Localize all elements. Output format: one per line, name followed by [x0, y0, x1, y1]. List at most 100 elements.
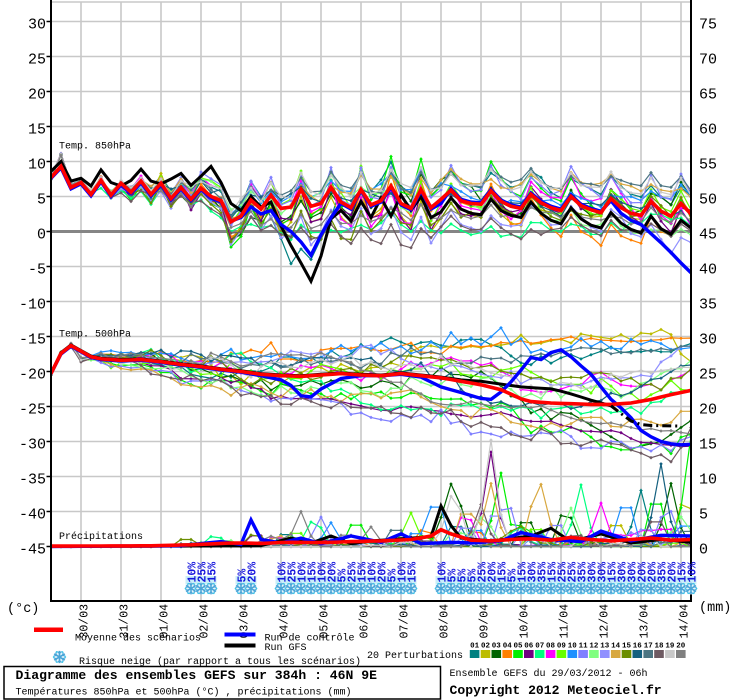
svg-text:20%: 20%: [487, 562, 500, 583]
svg-text:Ensemble GEFS du 29/03/2012 -: Ensemble GEFS du 29/03/2012 - 06h: [450, 668, 648, 680]
svg-text:10%: 10%: [367, 562, 380, 583]
svg-text:15%: 15%: [207, 562, 220, 583]
svg-text:07: 07: [535, 643, 544, 651]
svg-text:0: 0: [699, 542, 708, 559]
svg-text:25: 25: [28, 52, 46, 69]
svg-text:03/04: 03/04: [239, 604, 252, 639]
svg-text:20%: 20%: [247, 562, 260, 583]
svg-text:25%: 25%: [557, 562, 570, 583]
svg-text:20%: 20%: [377, 562, 390, 583]
svg-text:02/04: 02/04: [199, 604, 212, 639]
svg-text:15%: 15%: [607, 562, 620, 583]
svg-text:15%: 15%: [517, 562, 530, 583]
svg-text:10%: 10%: [397, 562, 410, 583]
svg-text:Copyright 2012 Meteociel.fr: Copyright 2012 Meteociel.fr: [450, 683, 662, 698]
svg-text:01: 01: [470, 643, 480, 651]
svg-text:30%: 30%: [617, 562, 630, 583]
svg-text:03: 03: [492, 643, 502, 651]
svg-text:65: 65: [699, 87, 717, 104]
svg-text:10%: 10%: [687, 562, 700, 583]
svg-text:15%: 15%: [677, 562, 690, 583]
svg-text:70: 70: [699, 52, 717, 69]
svg-text:-10: -10: [19, 297, 46, 314]
svg-text:5%: 5%: [447, 569, 460, 583]
svg-text:20%: 20%: [327, 562, 340, 583]
svg-text:5%: 5%: [237, 569, 250, 583]
svg-text:08: 08: [546, 643, 556, 651]
svg-text:20: 20: [28, 87, 46, 104]
svg-text:30%: 30%: [587, 562, 600, 583]
svg-text:08/04: 08/04: [439, 604, 452, 639]
svg-text:04: 04: [503, 643, 513, 651]
svg-text:5%: 5%: [337, 569, 350, 583]
svg-text:30: 30: [699, 332, 717, 349]
svg-text:30: 30: [28, 17, 46, 34]
svg-text:15: 15: [622, 643, 632, 651]
svg-text:09/04: 09/04: [479, 604, 492, 639]
svg-text:17: 17: [644, 643, 653, 651]
svg-text:15%: 15%: [547, 562, 560, 583]
svg-text:-40: -40: [19, 507, 46, 524]
svg-text:10/04: 10/04: [519, 604, 532, 639]
svg-text:0: 0: [37, 227, 46, 244]
svg-text:35%: 35%: [657, 562, 670, 583]
svg-text:12/04: 12/04: [599, 604, 612, 639]
svg-text:75: 75: [699, 17, 717, 34]
svg-text:10%: 10%: [277, 562, 290, 583]
svg-text:20%: 20%: [647, 562, 660, 583]
svg-text:25%: 25%: [477, 562, 490, 583]
svg-text:Diagramme des ensembles GEFS s: Diagramme des ensembles GEFS sur 384h : …: [16, 668, 378, 683]
svg-text:50: 50: [699, 192, 717, 209]
svg-text:12: 12: [589, 643, 599, 651]
svg-text:5%: 5%: [387, 569, 400, 583]
svg-text:15: 15: [28, 122, 46, 139]
svg-text:(°c): (°c): [7, 602, 39, 617]
svg-text:45: 45: [699, 227, 717, 244]
svg-text:05: 05: [513, 643, 523, 651]
svg-text:5: 5: [37, 192, 46, 209]
svg-text:15%: 15%: [357, 562, 370, 583]
svg-text:20 Perturbations: 20 Perturbations: [367, 650, 463, 662]
svg-text:13/04: 13/04: [639, 604, 652, 639]
svg-text:-25: -25: [19, 402, 46, 419]
svg-text:20%: 20%: [637, 562, 650, 583]
svg-text:30%: 30%: [597, 562, 610, 583]
svg-text:18: 18: [654, 643, 664, 651]
svg-text:14/04: 14/04: [679, 604, 692, 639]
svg-text:25: 25: [699, 367, 717, 384]
svg-text:10%: 10%: [187, 562, 200, 583]
svg-text:55: 55: [699, 157, 717, 174]
svg-text:Run GFS: Run GFS: [265, 643, 307, 654]
svg-text:35%: 35%: [537, 562, 550, 583]
svg-text:25%: 25%: [347, 562, 360, 583]
svg-text:Temp. 850hPa: Temp. 850hPa: [59, 141, 131, 153]
svg-text:30/03: 30/03: [79, 604, 92, 639]
svg-text:5%: 5%: [457, 569, 470, 583]
svg-text:10%: 10%: [317, 562, 330, 583]
svg-text:30%: 30%: [527, 562, 540, 583]
svg-text:30%: 30%: [627, 562, 640, 583]
svg-text:15%: 15%: [407, 562, 420, 583]
svg-text:60: 60: [699, 122, 717, 139]
svg-text:25%: 25%: [287, 562, 300, 583]
svg-text:35: 35: [699, 297, 717, 314]
svg-text:(mm): (mm): [699, 601, 731, 616]
svg-text:14: 14: [611, 643, 621, 651]
svg-text:15: 15: [699, 437, 717, 454]
svg-text:02: 02: [481, 643, 491, 651]
svg-text:13: 13: [600, 643, 610, 651]
svg-text:10: 10: [699, 472, 717, 489]
svg-text:25%: 25%: [567, 562, 580, 583]
svg-text:Run de contrôle: Run de contrôle: [265, 633, 355, 645]
svg-text:25%: 25%: [197, 562, 210, 583]
svg-text:10%: 10%: [297, 562, 310, 583]
svg-text:16: 16: [633, 643, 643, 651]
svg-text:01/04: 01/04: [159, 604, 172, 639]
svg-text:20%: 20%: [667, 562, 680, 583]
svg-text:-5: -5: [28, 262, 46, 279]
svg-text:11: 11: [579, 643, 589, 651]
svg-text:11/04: 11/04: [559, 604, 572, 639]
svg-text:31/03: 31/03: [119, 604, 132, 639]
svg-text:06: 06: [524, 643, 534, 651]
svg-text:Précipitations: Précipitations: [59, 531, 143, 543]
